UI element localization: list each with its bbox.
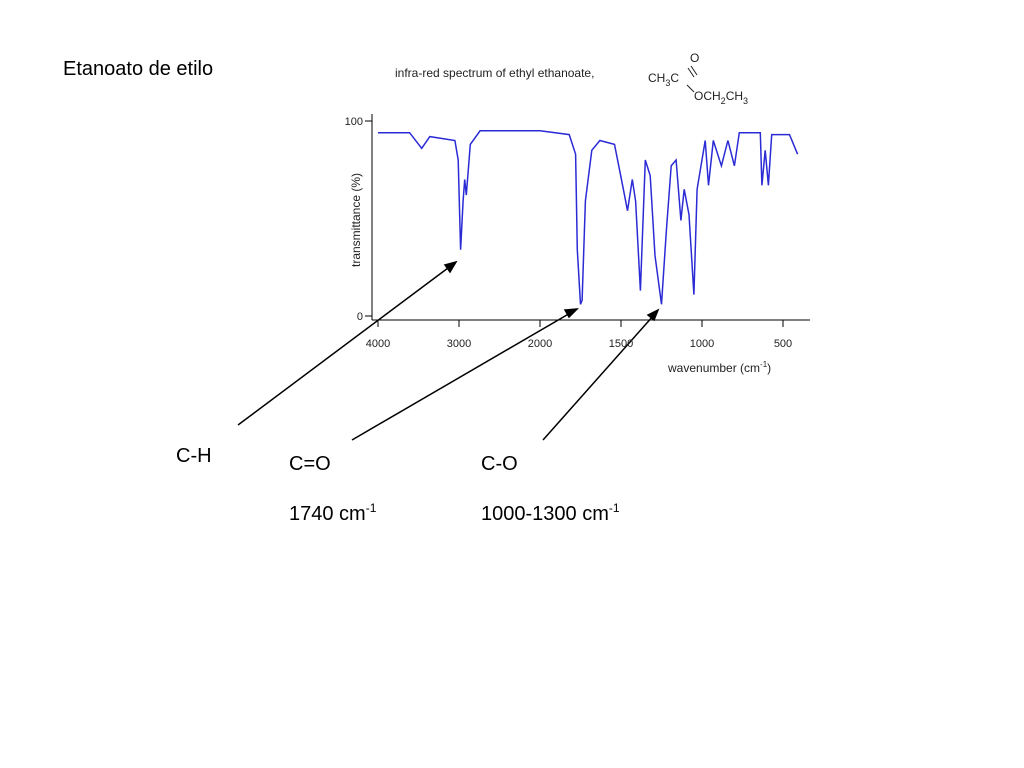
annotation-part: 1000-1300 cm bbox=[481, 503, 609, 525]
formula: CH3C bbox=[648, 71, 679, 88]
annotation: 1000-1300 cm-1 bbox=[481, 501, 620, 525]
arrows bbox=[237, 260, 660, 441]
x-label-part: ) bbox=[767, 361, 771, 375]
y-axis-label: transmittance (%) bbox=[349, 173, 363, 267]
arrow bbox=[542, 314, 655, 441]
annotation: C-O bbox=[481, 453, 518, 475]
chart-title: infra-red spectrum of ethyl ethanoate, bbox=[395, 66, 594, 80]
annotation-sup: -1 bbox=[609, 501, 620, 515]
formula-part: OCH bbox=[694, 89, 721, 103]
y-tick-label: 100 bbox=[345, 116, 363, 128]
formula-part: CH bbox=[648, 71, 665, 85]
annotation: C-H bbox=[176, 445, 212, 467]
formula-sub: 3 bbox=[743, 96, 748, 106]
bond bbox=[690, 65, 698, 76]
formula-sub: 3 bbox=[665, 78, 670, 88]
formula-carbonyl: O bbox=[690, 51, 699, 65]
y-tick-label: 0 bbox=[357, 311, 363, 323]
bond bbox=[686, 84, 695, 93]
arrowhead bbox=[443, 260, 458, 274]
formula-part: CH bbox=[726, 89, 743, 103]
spectrum-line bbox=[378, 130, 799, 305]
arrowhead bbox=[563, 308, 579, 319]
arrow bbox=[237, 264, 453, 426]
formula: OCH2CH3 bbox=[694, 89, 748, 106]
annotation: 1740 cm-1 bbox=[289, 501, 377, 525]
x-axis-label: wavenumber (cm-1) bbox=[667, 360, 771, 375]
x-tick-label: 3000 bbox=[447, 338, 471, 350]
arrow bbox=[351, 311, 573, 441]
annotation: C=O bbox=[289, 453, 331, 475]
x-tick-label: 2000 bbox=[528, 338, 552, 350]
formula-sub: 2 bbox=[721, 96, 726, 106]
annotation-part: 1740 cm bbox=[289, 503, 366, 525]
x-tick-label: 500 bbox=[774, 338, 792, 350]
x-tick-label: 4000 bbox=[366, 338, 390, 350]
x-tick-label: 1500 bbox=[609, 338, 633, 350]
x-label-part: wavenumber (cm bbox=[667, 361, 760, 375]
formula-part: C bbox=[670, 71, 679, 85]
heading: Etanoato de etilo bbox=[63, 58, 213, 80]
annotation-sup: -1 bbox=[366, 501, 377, 515]
bond bbox=[687, 67, 695, 78]
arrowhead bbox=[646, 308, 660, 322]
x-label-sup: -1 bbox=[760, 360, 768, 369]
x-tick-label: 1000 bbox=[690, 338, 714, 350]
